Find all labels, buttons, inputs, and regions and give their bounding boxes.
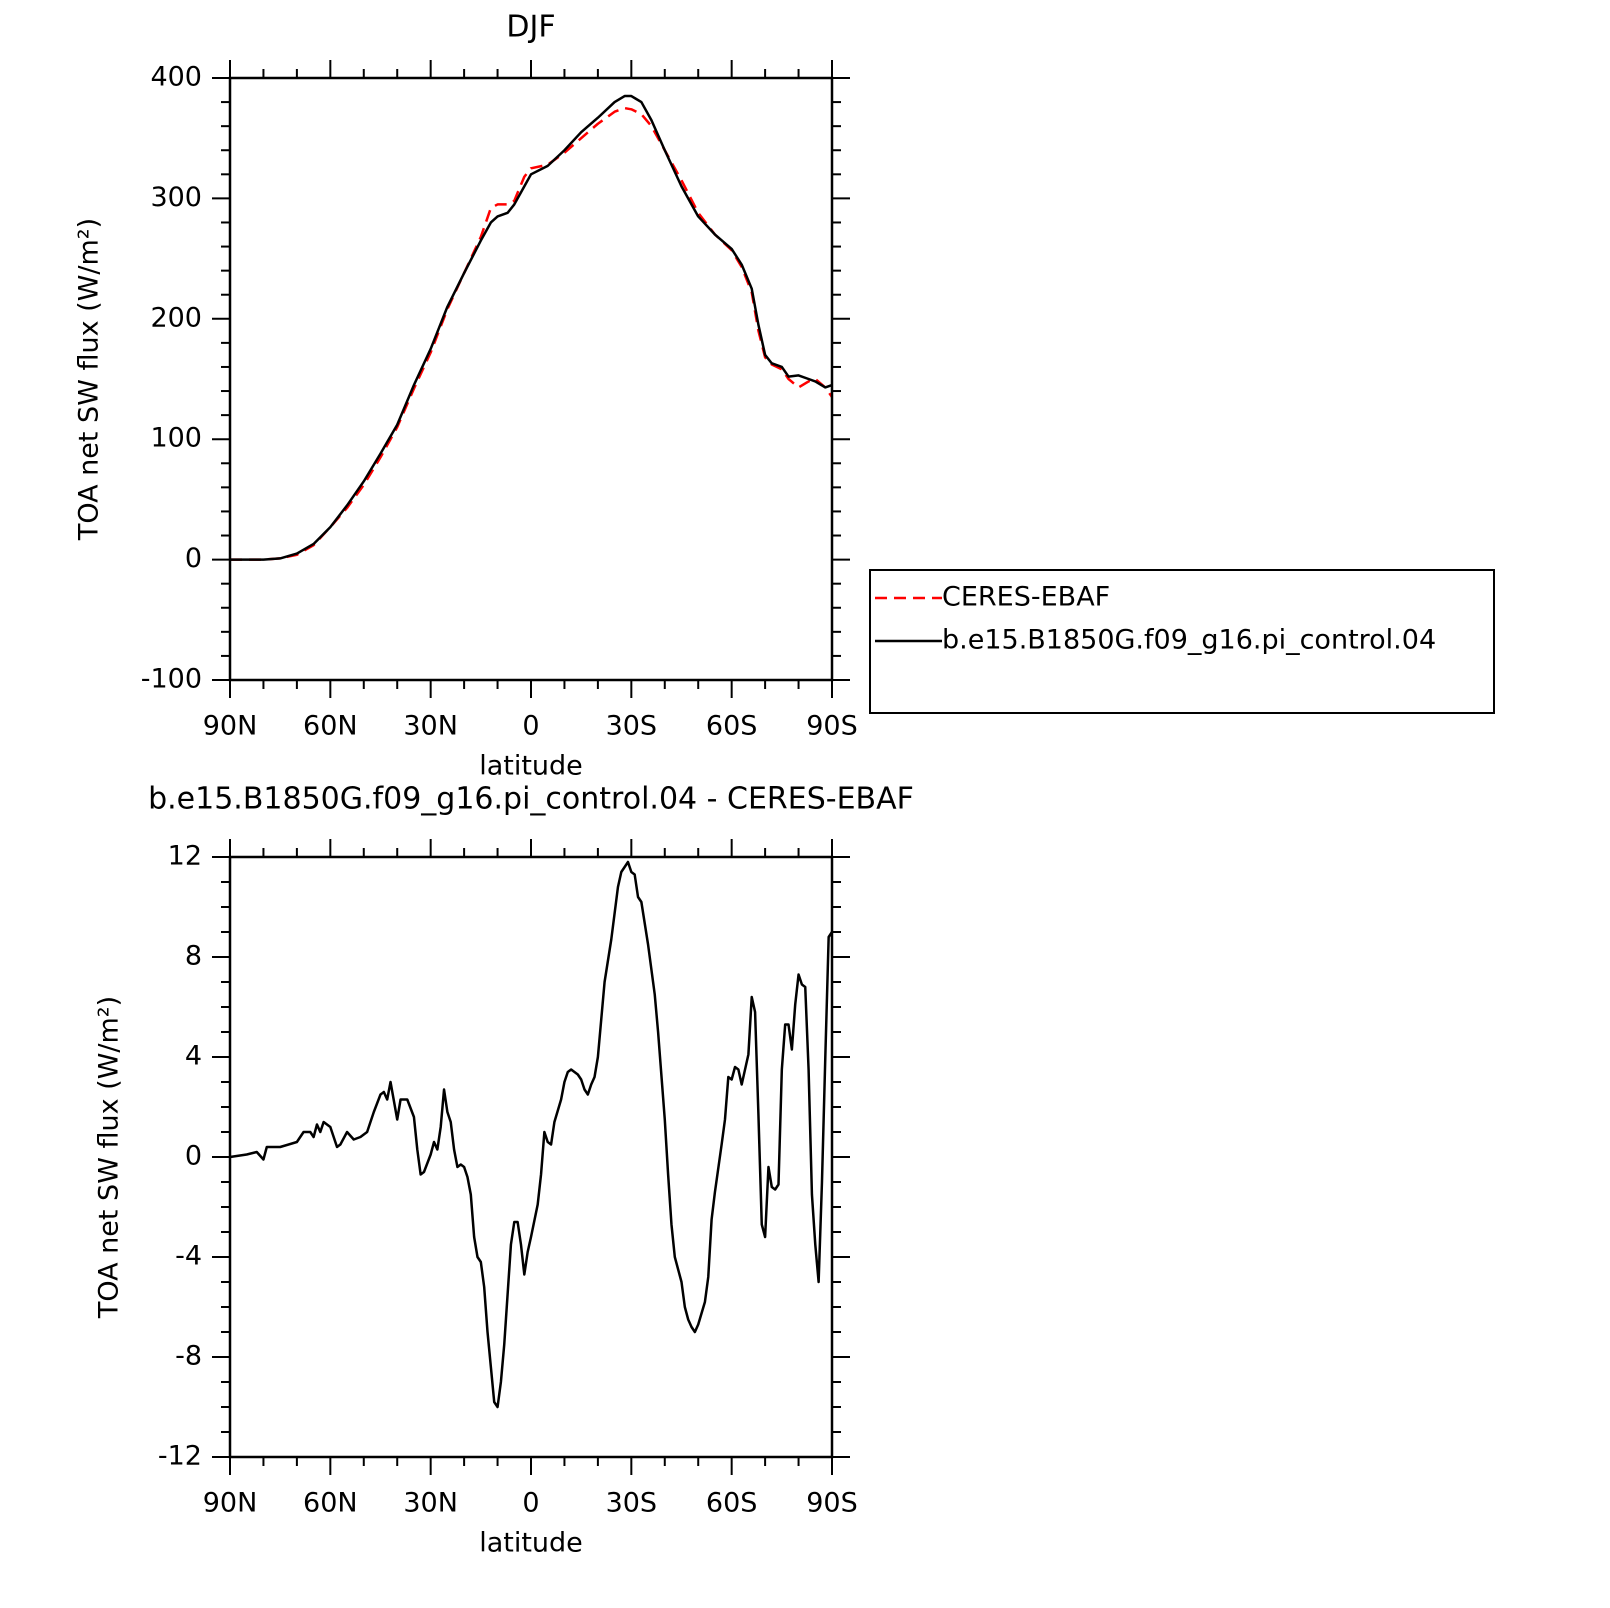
x-tick-label: 60N	[303, 1488, 358, 1519]
data-line	[230, 106, 834, 561]
y-tick-label: 8	[185, 941, 202, 972]
x-tick-label: 30N	[403, 1488, 458, 1519]
x-tick-label: 90S	[806, 1488, 858, 1519]
chart-title: DJF	[506, 10, 555, 45]
y-tick-label: 400	[150, 62, 202, 93]
y-tick-label: 300	[150, 182, 202, 213]
legend-label: b.e15.B1850G.f09_g16.pi_control.04	[942, 625, 1436, 656]
y-tick-label: 200	[150, 302, 202, 333]
x-tick-label: 60S	[706, 711, 758, 742]
y-tick-label: 4	[185, 1041, 202, 1072]
y-tick-label: -4	[175, 1241, 202, 1272]
y-tick-label: -100	[141, 664, 202, 695]
chart-title: b.e15.B1850G.f09_g16.pi_control.04 - CER…	[148, 782, 914, 817]
y-tick-label: -8	[175, 1341, 202, 1372]
legend-box	[869, 569, 1495, 714]
x-tick-label: 0	[522, 711, 539, 742]
x-tick-label: 30S	[606, 711, 658, 742]
y-tick-label: 0	[185, 543, 202, 574]
y-tick-label: -12	[158, 1441, 202, 1472]
x-tick-label: 30N	[403, 711, 458, 742]
y-axis-label: TOA net SW flux (W/m²)	[94, 996, 125, 1319]
x-axis-label: latitude	[479, 1528, 583, 1559]
x-tick-label: 60N	[303, 711, 358, 742]
x-axis-label: latitude	[479, 751, 583, 782]
x-tick-label: 90S	[806, 711, 858, 742]
x-tick-label: 0	[522, 1488, 539, 1519]
x-tick-label: 60S	[706, 1488, 758, 1519]
data-line	[230, 94, 833, 561]
x-tick-label: 90N	[203, 1488, 258, 1519]
y-tick-label: 12	[168, 841, 202, 872]
data-line	[229, 860, 834, 1409]
legend-label: CERES-EBAF	[942, 582, 1110, 613]
x-tick-label: 30S	[606, 1488, 658, 1519]
y-tick-label: 100	[150, 423, 202, 454]
y-tick-label: 0	[185, 1141, 202, 1172]
x-tick-label: 90N	[203, 711, 258, 742]
plot-frame	[228, 76, 834, 682]
plot-frame	[228, 855, 834, 1459]
y-axis-label: TOA net SW flux (W/m²)	[74, 218, 105, 541]
